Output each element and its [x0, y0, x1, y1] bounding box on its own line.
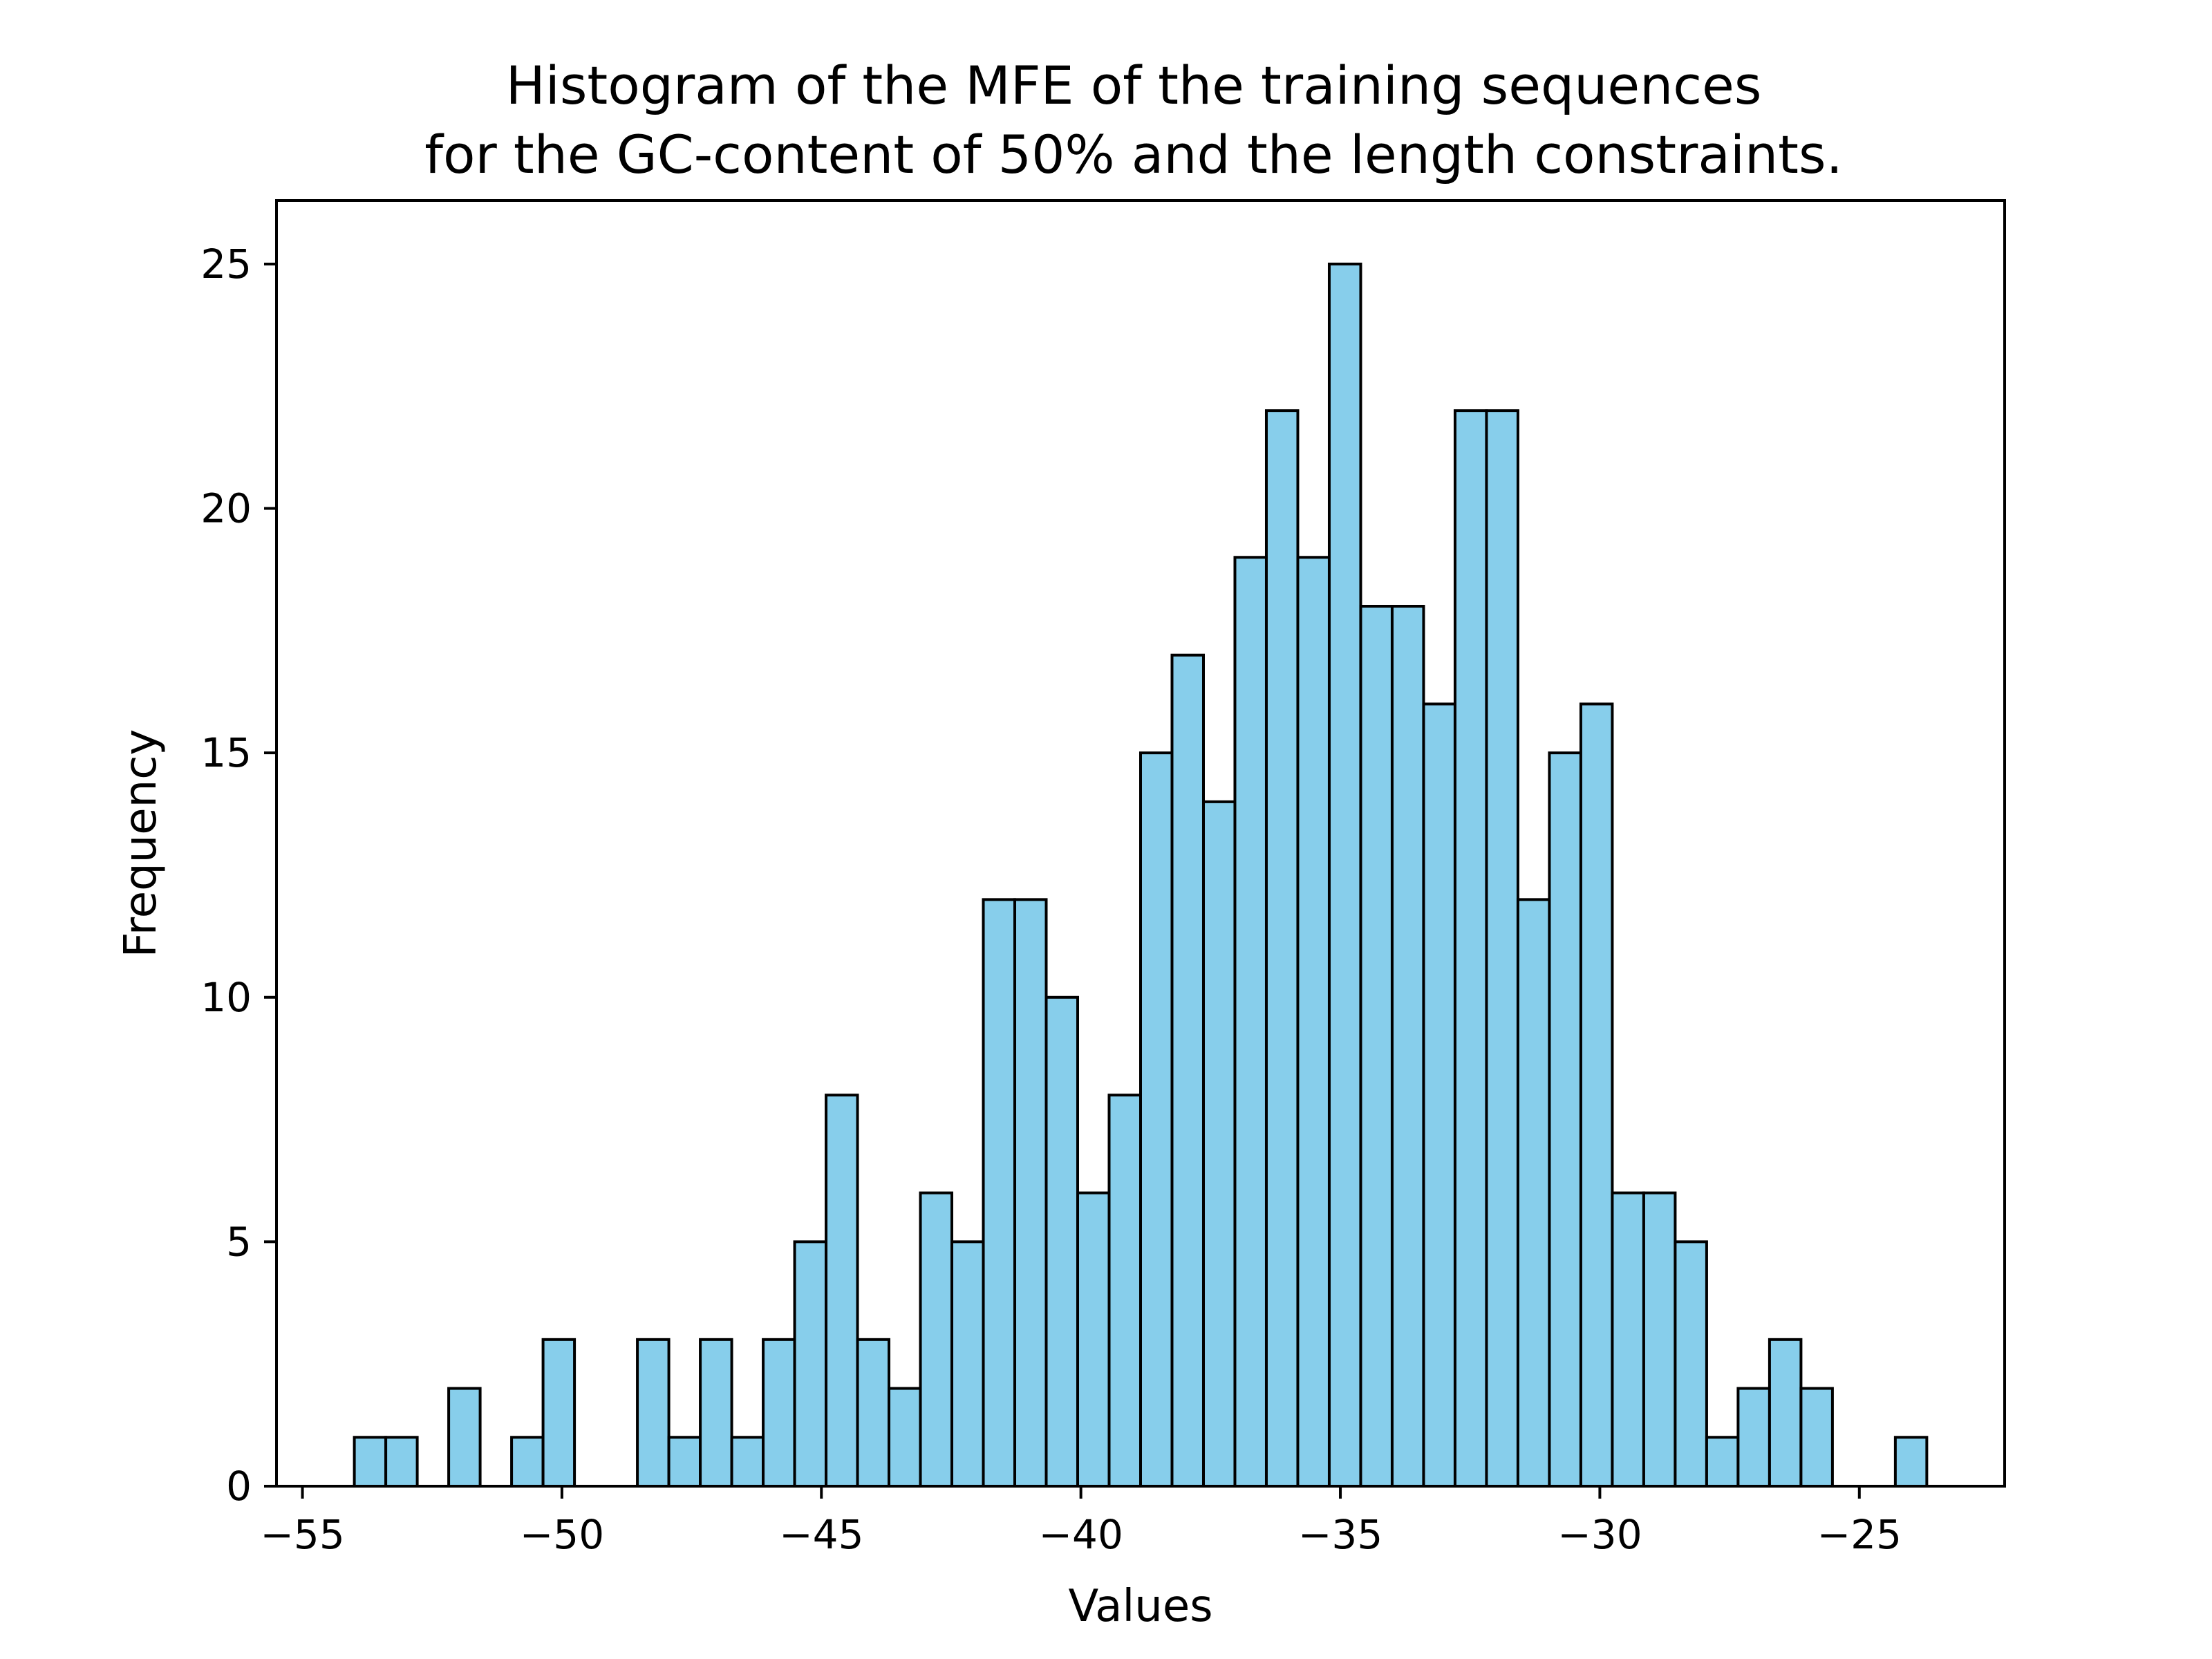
x-tick-label: −50	[520, 1511, 604, 1558]
histogram-bar	[1516, 898, 1551, 1488]
histogram-bar	[825, 1094, 859, 1488]
histogram-bar	[1233, 556, 1268, 1488]
histogram-bar	[1076, 1191, 1111, 1488]
y-tick-label: 25	[200, 241, 252, 288]
x-tick-label: −55	[260, 1511, 344, 1558]
x-tick-label: −40	[1038, 1511, 1123, 1558]
chart-title: Histogram of the MFE of the training seq…	[424, 55, 1842, 185]
histogram-bar	[384, 1436, 419, 1488]
y-tick-label: 15	[200, 729, 252, 776]
histogram-bar	[447, 1387, 482, 1488]
histogram-bar	[1044, 995, 1080, 1488]
histogram-bar	[1485, 409, 1519, 1488]
histogram-bar	[636, 1338, 671, 1488]
x-axis-label: Values	[1068, 1581, 1212, 1632]
x-tick-label: −30	[1557, 1511, 1642, 1558]
histogram-bar	[1170, 653, 1205, 1488]
histogram-bar	[888, 1387, 922, 1488]
histogram-bar	[353, 1436, 388, 1488]
histogram-bar	[1359, 604, 1394, 1488]
histogram-bar	[1674, 1240, 1708, 1488]
y-axis-label: Frequency	[115, 729, 167, 958]
histogram-bar	[510, 1436, 545, 1488]
histogram-bar	[1264, 409, 1300, 1488]
histogram-bar	[1799, 1387, 1834, 1488]
y-tick-label: 20	[200, 485, 252, 532]
histogram-bar	[1327, 262, 1362, 1488]
histogram-bars	[353, 262, 1929, 1488]
plot-frame	[275, 199, 2006, 1488]
histogram-bar	[1453, 409, 1488, 1488]
histogram-bar	[856, 1338, 891, 1488]
histogram-bar	[667, 1436, 702, 1488]
histogram-bar	[1893, 1436, 1929, 1488]
histogram-bar	[762, 1338, 796, 1488]
histogram-bar	[1768, 1338, 1803, 1488]
histogram-bar	[950, 1240, 985, 1488]
chart-title-line-2: for the GC-content of 50% and the length…	[424, 124, 1842, 185]
histogram-bar	[1548, 751, 1582, 1488]
histogram-bar	[699, 1338, 733, 1488]
histogram-bar	[541, 1338, 577, 1488]
x-axis: −55 −50 −45 −40 −35 −30 −25	[260, 1486, 1902, 1558]
histogram-bar	[1642, 1191, 1677, 1488]
y-tick-label: 10	[200, 974, 252, 1021]
histogram-bar	[793, 1240, 828, 1488]
x-tick-label: −35	[1298, 1511, 1382, 1558]
chart-title-line-1: Histogram of the MFE of the training seq…	[506, 55, 1762, 116]
histogram-bar	[1422, 702, 1456, 1488]
x-tick-label: −25	[1817, 1511, 1902, 1558]
histogram-bar	[982, 898, 1017, 1488]
y-axis: 0 5 10 15 20 25	[200, 241, 276, 1510]
histogram-bar	[1390, 604, 1425, 1488]
histogram-bar	[1296, 556, 1331, 1488]
histogram-bar	[1013, 898, 1048, 1488]
y-tick-label: 5	[226, 1218, 252, 1265]
histogram-bar	[1736, 1387, 1771, 1488]
histogram-bar	[1201, 800, 1237, 1488]
histogram-bar	[730, 1436, 765, 1488]
y-tick-label: 0	[226, 1463, 252, 1510]
histogram-bar	[919, 1191, 954, 1488]
histogram-bar	[1107, 1094, 1143, 1488]
x-tick-label: −45	[779, 1511, 863, 1558]
histogram-bar	[1579, 702, 1614, 1488]
histogram-bar	[1139, 751, 1174, 1488]
histogram-bar	[1705, 1436, 1740, 1488]
histogram-bar	[1611, 1191, 1645, 1488]
